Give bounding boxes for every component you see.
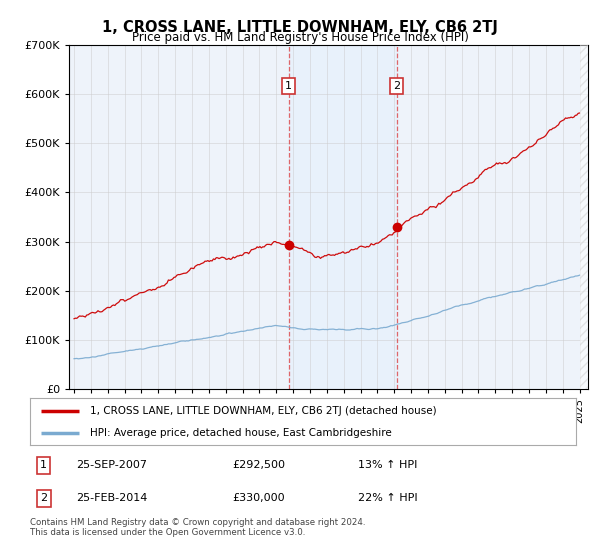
- Text: £330,000: £330,000: [232, 493, 284, 503]
- Text: Contains HM Land Registry data © Crown copyright and database right 2024.
This d: Contains HM Land Registry data © Crown c…: [30, 518, 365, 538]
- Text: 1: 1: [40, 460, 47, 470]
- Text: 1: 1: [285, 81, 292, 91]
- Text: £292,500: £292,500: [232, 460, 285, 470]
- Text: 25-FEB-2014: 25-FEB-2014: [76, 493, 148, 503]
- Text: HPI: Average price, detached house, East Cambridgeshire: HPI: Average price, detached house, East…: [90, 428, 392, 438]
- Text: Price paid vs. HM Land Registry's House Price Index (HPI): Price paid vs. HM Land Registry's House …: [131, 31, 469, 44]
- Text: 2: 2: [40, 493, 47, 503]
- Bar: [289, 45, 397, 389]
- Text: 2: 2: [393, 81, 400, 91]
- Text: 1, CROSS LANE, LITTLE DOWNHAM, ELY, CB6 2TJ: 1, CROSS LANE, LITTLE DOWNHAM, ELY, CB6 …: [102, 20, 498, 35]
- Text: 1, CROSS LANE, LITTLE DOWNHAM, ELY, CB6 2TJ (detached house): 1, CROSS LANE, LITTLE DOWNHAM, ELY, CB6 …: [90, 406, 437, 416]
- Text: 13% ↑ HPI: 13% ↑ HPI: [358, 460, 417, 470]
- Text: 22% ↑ HPI: 22% ↑ HPI: [358, 493, 417, 503]
- Text: 25-SEP-2007: 25-SEP-2007: [76, 460, 148, 470]
